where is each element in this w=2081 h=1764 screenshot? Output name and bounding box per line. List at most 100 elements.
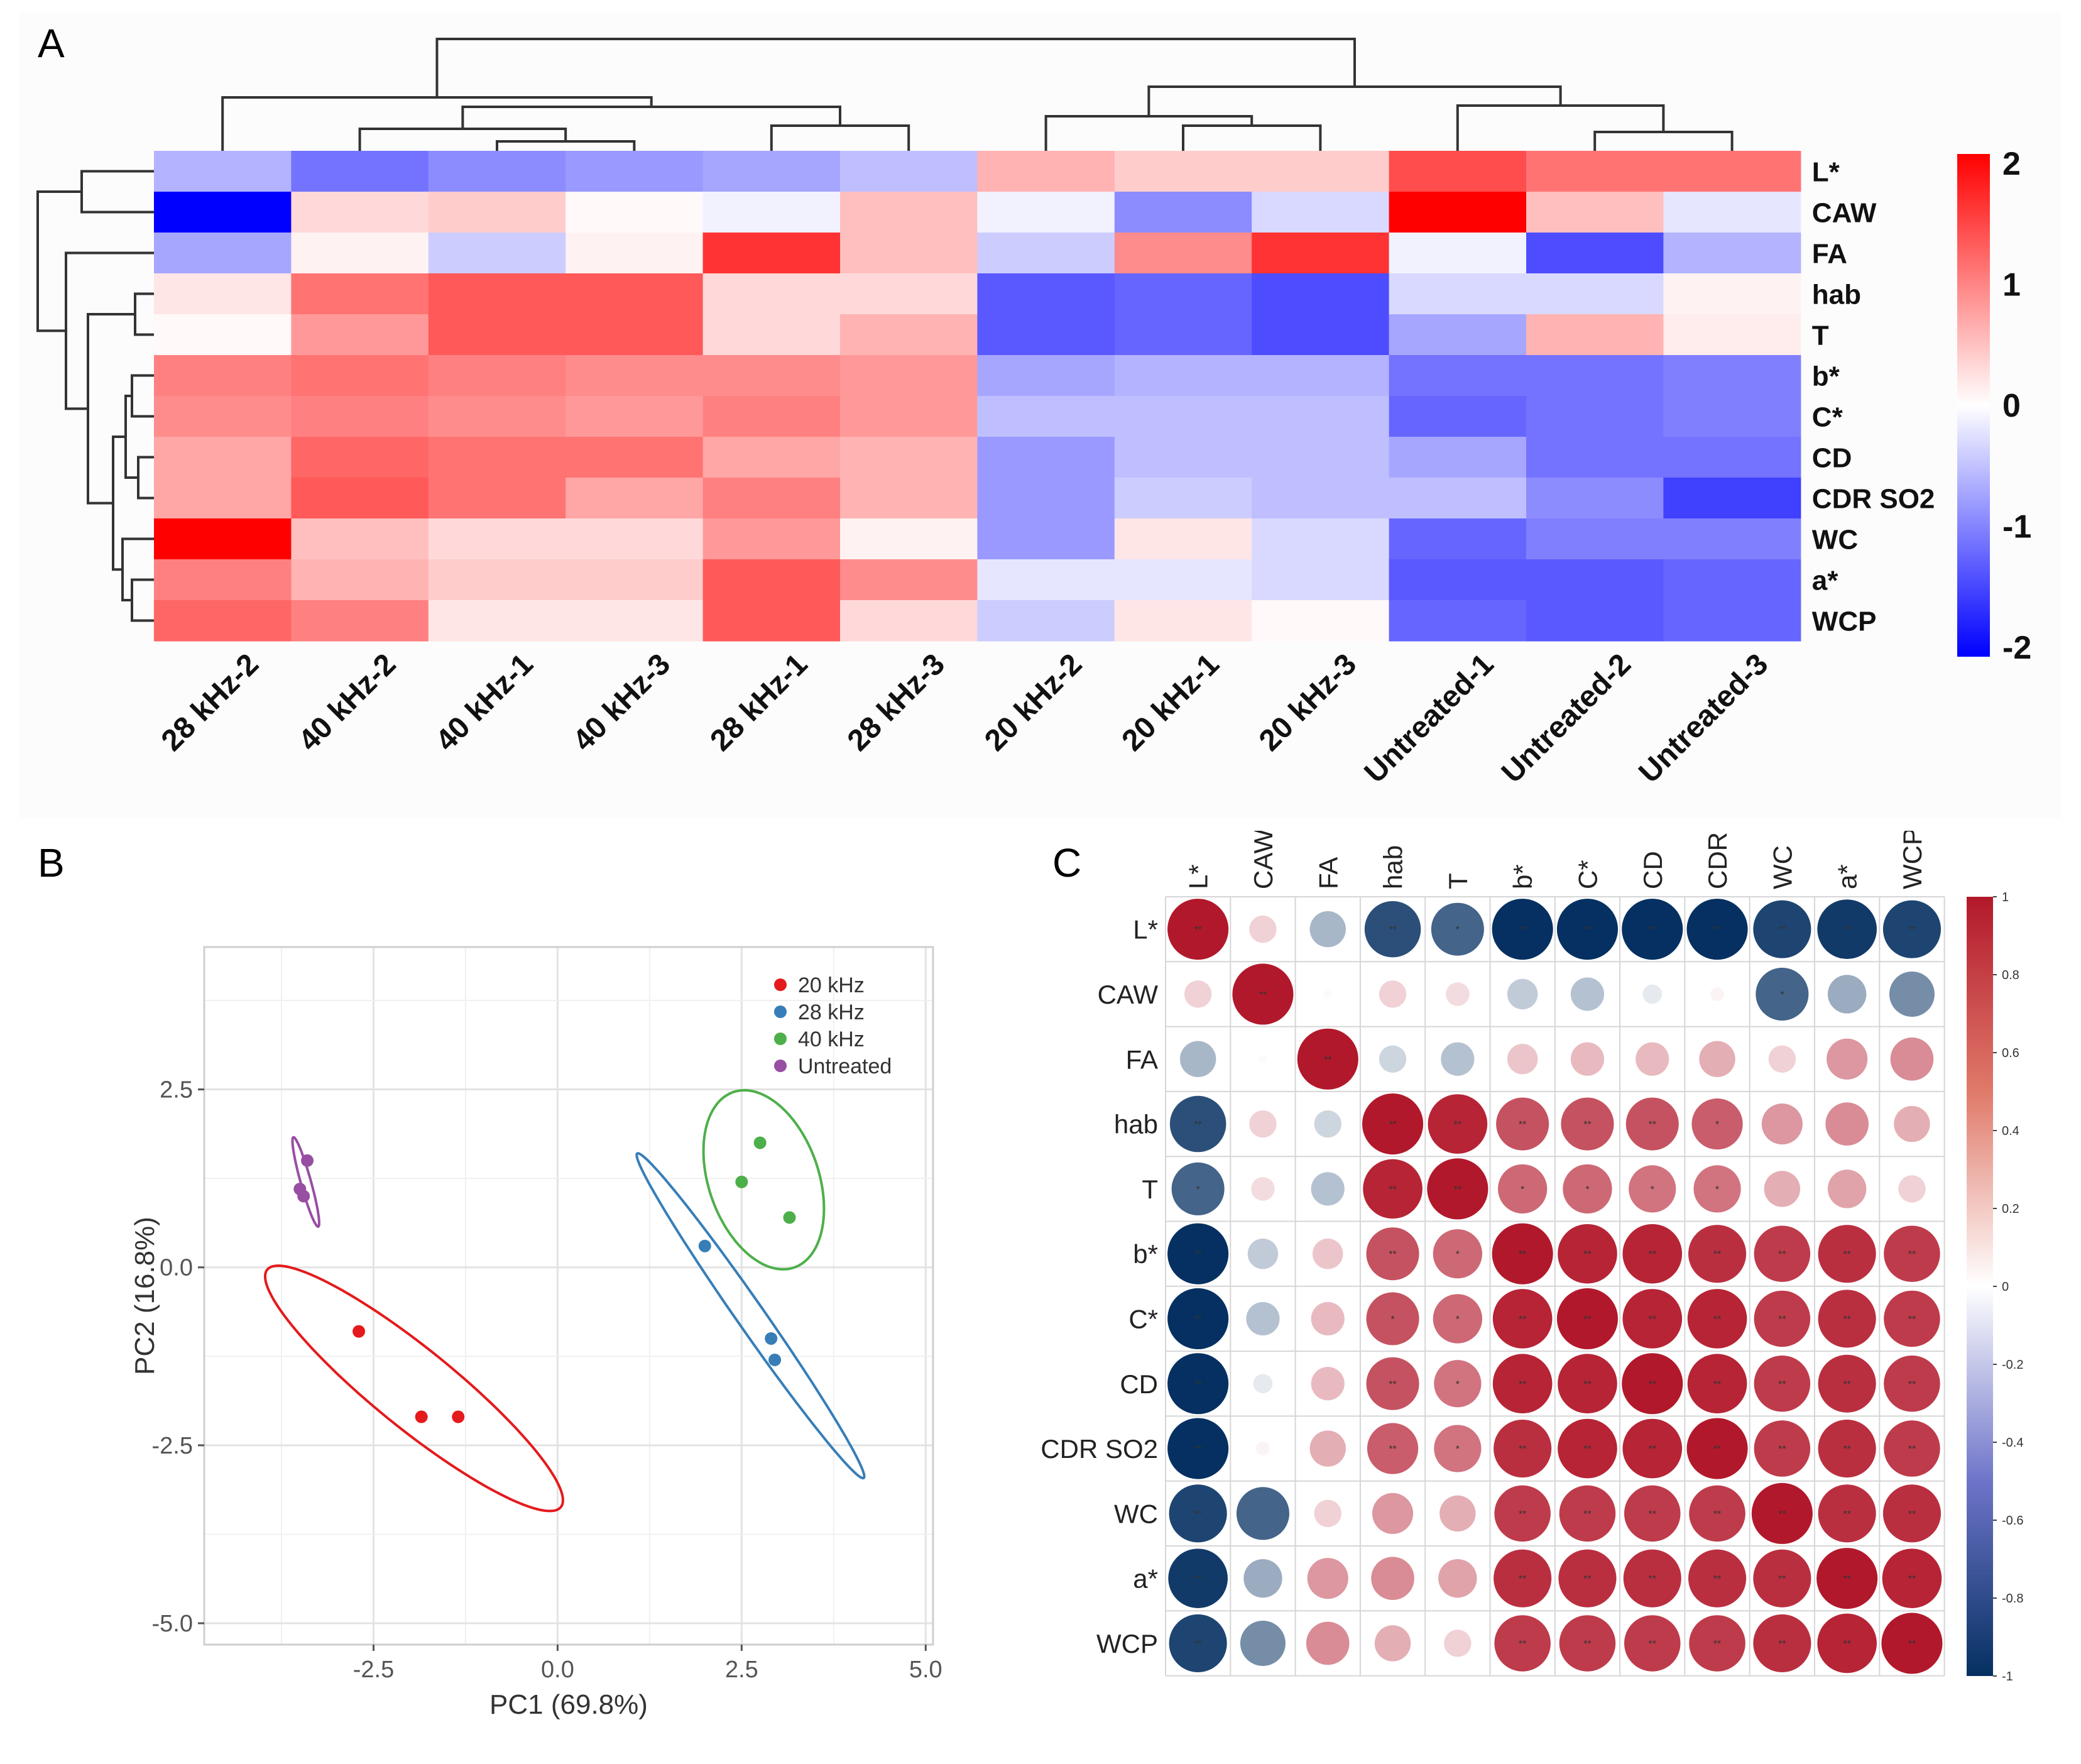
correlation-circle bbox=[1492, 1223, 1553, 1285]
correlation-column-label: CDR SO2 bbox=[1703, 831, 1732, 889]
heatmap-cell bbox=[565, 314, 704, 356]
correlation-circle bbox=[1311, 1367, 1345, 1401]
heatmap-cell bbox=[291, 233, 429, 274]
heatmap-cell bbox=[1114, 233, 1252, 274]
correlation-circle bbox=[1167, 1418, 1229, 1479]
correlation-circle bbox=[1441, 1042, 1475, 1076]
heatmap-cell bbox=[428, 559, 566, 601]
heatmap-cell bbox=[840, 192, 978, 233]
heatmap-colorbar-gradient bbox=[1957, 154, 1990, 657]
heatmap-cell bbox=[1114, 559, 1252, 601]
heatmap-cell bbox=[1114, 437, 1252, 478]
correlation-circle bbox=[1323, 990, 1333, 999]
correlation-significance: ** bbox=[1519, 1379, 1526, 1390]
heatmap-cell bbox=[1663, 314, 1801, 356]
correlation-circle bbox=[1689, 1615, 1745, 1672]
heatmap-cell bbox=[840, 600, 978, 642]
correlation-significance: ** bbox=[1194, 1379, 1201, 1390]
heatmap-cell bbox=[1526, 314, 1664, 356]
correlation-circle bbox=[1439, 1495, 1476, 1532]
dendrogram-branch bbox=[36, 190, 82, 332]
correlation-significance: ** bbox=[1649, 1249, 1656, 1260]
pca-x-tick-label: 0.0 bbox=[541, 1657, 574, 1683]
correlation-circle bbox=[1169, 1095, 1226, 1153]
dendrogram-branch bbox=[1593, 131, 1734, 151]
correlation-colorbar-tick-label: 0.6 bbox=[2002, 1046, 2019, 1060]
correlation-significance: * bbox=[1715, 1185, 1719, 1195]
heatmap-cell bbox=[1252, 192, 1390, 233]
correlation-circle bbox=[1622, 1353, 1683, 1415]
correlation-row-label: L* bbox=[1133, 915, 1158, 945]
heatmap-cell bbox=[1114, 192, 1252, 233]
correlation-row-label: WC bbox=[1114, 1499, 1158, 1528]
correlation-circle bbox=[1558, 1549, 1617, 1608]
heatmap-row-label: CDR SO2 bbox=[1812, 484, 1935, 515]
heatmap-cell bbox=[1114, 600, 1252, 642]
correlation-significance: * bbox=[1456, 925, 1460, 936]
correlation-circle bbox=[1311, 1172, 1345, 1206]
correlation-circle bbox=[1884, 1290, 1940, 1347]
correlation-circle bbox=[1246, 1301, 1280, 1336]
pca-point bbox=[301, 1154, 314, 1167]
heatmap-cell bbox=[154, 192, 292, 233]
heatmap-cell bbox=[1526, 518, 1664, 560]
dendrogram-branch bbox=[65, 251, 154, 410]
correlation-significance: * bbox=[1390, 1314, 1394, 1325]
heatmap-cell bbox=[565, 478, 704, 519]
correlation-significance: ** bbox=[1324, 1055, 1331, 1065]
correlation-circle bbox=[1629, 1165, 1676, 1213]
heatmap-cell bbox=[291, 355, 429, 397]
correlation-colorbar-tick-label: -0.2 bbox=[2002, 1358, 2023, 1372]
correlation-colorbar-tick-label: 0.8 bbox=[2002, 968, 2019, 982]
heatmap-cell bbox=[154, 600, 292, 642]
correlation-circle bbox=[1243, 1559, 1282, 1598]
pca-axes: -2.5 0.0 2.5 5.0 2.5 0.0 -2.5 -5.0 bbox=[152, 946, 942, 1683]
correlation-circle bbox=[1363, 1159, 1423, 1219]
correlation-circle bbox=[1689, 1485, 1745, 1542]
correlation-circle bbox=[1311, 1301, 1345, 1336]
correlation-colorbar: 1 0.8 0.6 0.4 0.2 0 -0.2 -0.4 -0.6 -0.8 -1 bbox=[1967, 890, 2023, 1684]
correlation-circle bbox=[1816, 1548, 1878, 1609]
correlation-row-label: CAW bbox=[1098, 980, 1159, 1009]
heatmap-cell bbox=[1114, 273, 1252, 315]
correlation-circle bbox=[1818, 1419, 1876, 1478]
correlation-significance: * bbox=[1456, 1314, 1460, 1325]
correlation-circle bbox=[1232, 963, 1294, 1025]
pca-point bbox=[735, 1175, 748, 1188]
pca-legend-marker bbox=[774, 1060, 787, 1072]
heatmap-row-label: hab bbox=[1812, 280, 1861, 310]
heatmap-cell bbox=[1663, 518, 1801, 560]
column-dendrogram bbox=[221, 38, 1734, 151]
correlation-circle bbox=[1884, 1420, 1940, 1477]
correlation-circle bbox=[1691, 1098, 1743, 1150]
correlation-circle bbox=[1768, 1045, 1796, 1073]
correlation-significance: ** bbox=[1194, 1444, 1201, 1455]
correlation-significance: ** bbox=[1583, 1120, 1591, 1131]
heatmap-cell bbox=[428, 478, 566, 519]
dendrogram-branch bbox=[87, 313, 135, 505]
correlation-significance: ** bbox=[1908, 1574, 1916, 1585]
correlation-significance: * bbox=[1196, 1185, 1200, 1195]
correlation-colorbar-tick-label: -1 bbox=[2002, 1670, 2013, 1684]
correlation-circle bbox=[1710, 987, 1724, 1001]
heatmap-row-label: C* bbox=[1812, 402, 1843, 433]
correlation-circle bbox=[1686, 899, 1748, 960]
pca-scatter-chart: -2.5 0.0 2.5 5.0 2.5 0.0 -2.5 -5.0 20 kHz 28 kHz… bbox=[129, 946, 942, 1720]
correlation-column-label: b* bbox=[1508, 864, 1538, 889]
correlation-circle bbox=[1754, 1355, 1811, 1412]
heatmap-cell bbox=[1252, 396, 1390, 437]
pca-ellipse-20-khz bbox=[263, 1264, 564, 1513]
heatmap-row-label: L* bbox=[1812, 157, 1840, 188]
correlation-significance: ** bbox=[1649, 925, 1656, 936]
correlation-circle bbox=[1496, 1097, 1549, 1151]
heatmap-cell bbox=[840, 273, 978, 315]
correlation-circle bbox=[1699, 1041, 1735, 1077]
dendrogram-branch bbox=[770, 124, 910, 151]
heatmap-cell bbox=[977, 478, 1115, 519]
correlation-circle bbox=[1307, 1558, 1348, 1599]
pca-legend-marker bbox=[774, 1033, 787, 1045]
heatmap-cell bbox=[1114, 314, 1252, 356]
heatmap-cell bbox=[154, 478, 292, 519]
correlation-significance: ** bbox=[1519, 1120, 1526, 1131]
heatmap-cell bbox=[1252, 314, 1390, 356]
